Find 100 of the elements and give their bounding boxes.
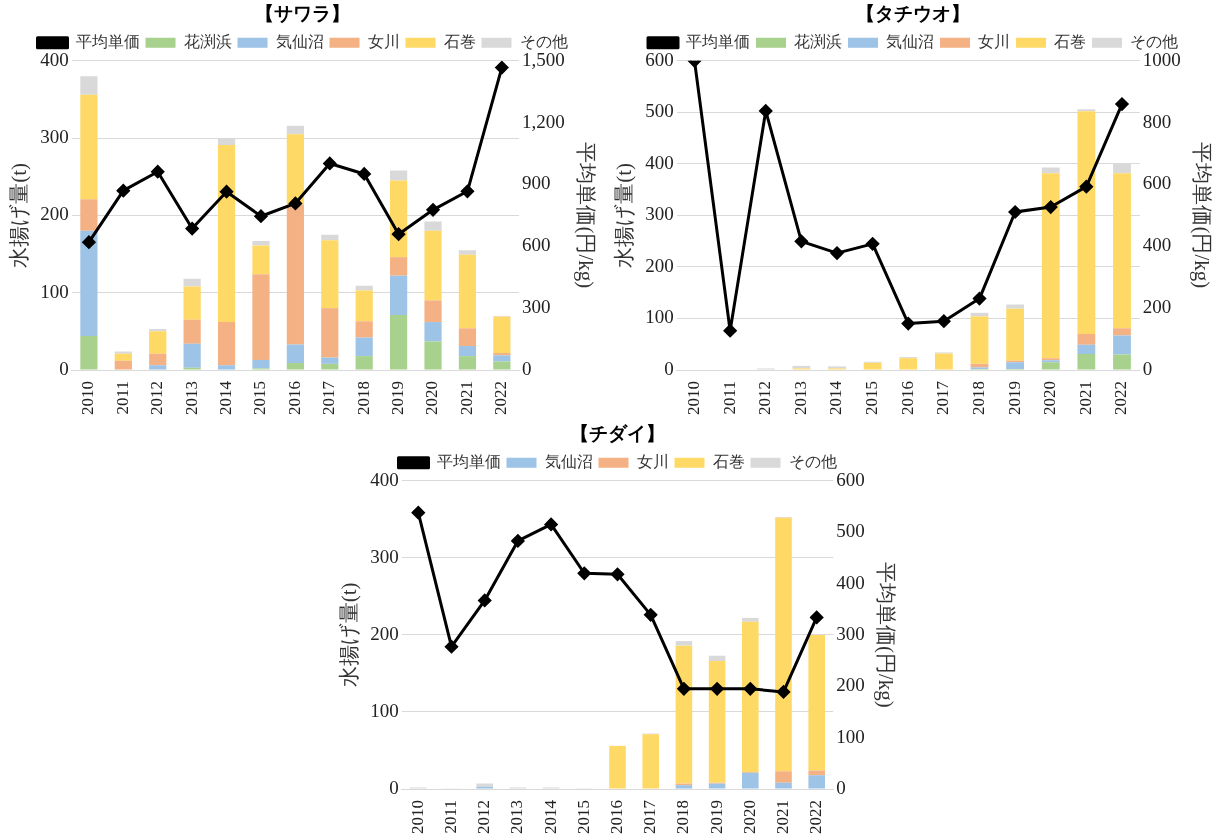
bar xyxy=(390,170,408,181)
bar xyxy=(1006,308,1025,361)
bar xyxy=(609,745,626,789)
legend-label: 気仙沼 xyxy=(544,453,593,470)
bar xyxy=(424,341,442,370)
bar xyxy=(252,274,270,360)
bar xyxy=(1006,362,1025,369)
y2-tick-label: 600 xyxy=(1142,172,1172,194)
point xyxy=(323,156,337,170)
legend-label: 気仙沼 xyxy=(886,33,934,50)
x-tick-label: 2015 xyxy=(250,381,270,415)
bar xyxy=(1113,173,1131,329)
x-tick-label: 2017 xyxy=(640,799,660,834)
bar xyxy=(252,245,270,275)
point xyxy=(577,566,591,580)
bar xyxy=(390,315,408,370)
bar xyxy=(183,278,201,287)
bar xyxy=(114,360,132,370)
point xyxy=(777,685,790,699)
x-tick-label: 2022 xyxy=(491,381,511,415)
bar xyxy=(183,319,201,344)
bar xyxy=(149,331,167,354)
y2-tick-label: 500 xyxy=(836,520,865,542)
x-tick-label: 2019 xyxy=(706,800,726,834)
point xyxy=(723,324,737,338)
bar xyxy=(183,286,201,320)
bar xyxy=(286,344,304,364)
y2-tick-label: 0 xyxy=(522,357,532,379)
legend-label: その他 xyxy=(1130,33,1178,50)
y-tick-label: 600 xyxy=(645,48,674,70)
bar xyxy=(458,250,477,255)
bar xyxy=(80,230,98,336)
chart-title: 【チダイ】 xyxy=(570,423,665,445)
bar xyxy=(321,240,339,309)
y-tick-label: 200 xyxy=(370,622,399,644)
y-tick-label: 400 xyxy=(40,48,69,70)
x-tick-label: 2020 xyxy=(1040,381,1060,415)
bar xyxy=(742,621,759,773)
bar xyxy=(1113,328,1131,336)
bar xyxy=(1077,344,1096,355)
bar xyxy=(321,234,339,241)
x-tick-label: 2010 xyxy=(683,381,703,415)
bar xyxy=(1077,354,1096,370)
bar xyxy=(742,617,759,622)
x-tick-label: 2022 xyxy=(1111,381,1131,415)
y-tick-label: 100 xyxy=(40,280,69,302)
y-axis-title: 水揚げ量(t) xyxy=(337,582,362,688)
point xyxy=(220,185,234,199)
point xyxy=(743,682,757,696)
bar xyxy=(355,290,373,322)
bar xyxy=(934,353,953,370)
bar xyxy=(775,782,792,789)
x-tick-label: 2021 xyxy=(456,381,476,415)
y2-tick-label: 600 xyxy=(522,234,551,256)
point xyxy=(794,234,808,248)
point xyxy=(445,640,458,654)
point xyxy=(611,567,624,581)
x-tick-label: 2018 xyxy=(353,381,373,415)
bar xyxy=(808,634,825,771)
x-tick-label: 2016 xyxy=(284,381,304,415)
point xyxy=(288,196,302,210)
bar xyxy=(355,356,373,370)
bar xyxy=(114,353,132,361)
legend-label: 石巻 xyxy=(443,33,476,50)
bar xyxy=(458,346,477,357)
bar xyxy=(149,365,167,370)
y-tick-label: 500 xyxy=(645,100,674,122)
point xyxy=(357,167,371,181)
bar xyxy=(493,316,511,353)
bar xyxy=(775,771,792,783)
x-tick-label: 2019 xyxy=(1004,381,1024,415)
bar xyxy=(675,645,693,784)
x-tick-label: 2017 xyxy=(933,380,953,415)
bar xyxy=(424,300,442,323)
point xyxy=(937,314,951,328)
legend-label: 石巻 xyxy=(712,453,745,470)
bar xyxy=(708,783,726,789)
point xyxy=(392,227,406,241)
bar xyxy=(742,772,759,789)
bar xyxy=(775,517,792,772)
bar xyxy=(970,316,989,364)
bar xyxy=(286,134,304,205)
y-tick-label: 200 xyxy=(40,203,69,225)
legend-label: 平均単価 xyxy=(436,453,501,470)
point xyxy=(677,682,691,696)
point xyxy=(411,506,425,520)
bar xyxy=(493,355,511,362)
bar xyxy=(1006,304,1025,309)
y2-tick-label: 300 xyxy=(836,622,865,644)
point xyxy=(830,246,844,260)
point xyxy=(1079,180,1093,194)
bar xyxy=(80,94,98,200)
y-tick-label: 400 xyxy=(370,468,399,490)
point xyxy=(185,222,199,236)
y2-tick-label: 200 xyxy=(836,674,865,696)
point xyxy=(901,317,915,331)
x-tick-label: 2016 xyxy=(606,800,626,834)
point xyxy=(866,237,880,251)
bar xyxy=(1041,167,1060,174)
y2-tick-label: 900 xyxy=(522,172,551,194)
